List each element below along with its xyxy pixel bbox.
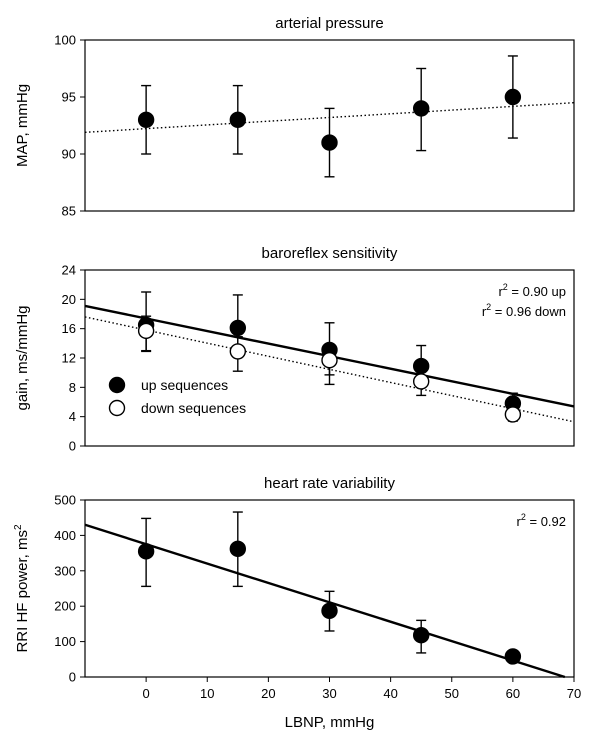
data-point <box>229 111 247 129</box>
data-point <box>137 111 155 129</box>
data-point-open <box>412 373 430 390</box>
y-tick-label: 0 <box>69 670 76 685</box>
panel-title: heart rate variability <box>264 475 395 492</box>
r-squared-annotation: r2 = 0.90 up <box>498 282 566 299</box>
r-squared-annotation: r2 = 0.96 down <box>482 302 566 319</box>
y-tick-label: 100 <box>54 33 76 48</box>
superscript: 2 <box>521 512 526 522</box>
trendline-dotted <box>84 316 575 423</box>
r-squared-annotation: r2 = 0.92 <box>517 512 566 529</box>
panel-2: baroreflex sensitivity 0 4 8 12 16 20 24 gain, m… <box>14 245 575 454</box>
x-tick-label: 70 <box>567 686 581 701</box>
y-axis-label-superscript: 2 <box>13 524 24 530</box>
x-tick-label: 50 <box>445 686 459 701</box>
y-tick-label: 24 <box>62 263 76 278</box>
x-axis-label: LBNP, mmHg <box>285 714 375 731</box>
y-tick-label: 400 <box>54 528 76 543</box>
data-point-open <box>504 406 522 423</box>
data-point <box>229 540 247 558</box>
legend-label: down sequences <box>141 400 246 416</box>
legend-marker <box>108 399 126 417</box>
y-tick-label: 200 <box>54 599 76 614</box>
data-point <box>412 627 430 644</box>
r-squared-value: = 0.92 <box>526 514 566 529</box>
y-tick-label: 500 <box>54 493 76 508</box>
y-tick-label: 100 <box>54 634 76 649</box>
panel-1: arterial pressure 85 90 95 100 MAP, mmHg <box>14 15 575 219</box>
trendline-solid <box>84 523 566 679</box>
y-tick-label: 12 <box>62 351 76 366</box>
y-axis-label: gain, ms/mmHg <box>14 305 31 410</box>
data-point <box>504 88 522 106</box>
data-point <box>412 100 430 117</box>
superscript: 2 <box>486 302 491 312</box>
y-axis-label: RRI HF power, ms2 <box>13 524 31 653</box>
x-tick-label: 20 <box>261 686 275 701</box>
y-tick-label: 85 <box>62 204 76 219</box>
y-tick-label: 0 <box>69 439 76 454</box>
r-squared-value: = 0.90 up <box>508 284 566 299</box>
panel-title: arterial pressure <box>275 15 383 32</box>
x-tick-label: 0 <box>143 686 150 701</box>
y-tick-label: 16 <box>62 321 76 336</box>
x-tick-label: 10 <box>200 686 214 701</box>
legend-marker <box>108 376 126 394</box>
x-tick-label: 60 <box>506 686 520 701</box>
panel-title: baroreflex sensitivity <box>262 245 398 262</box>
superscript: 2 <box>503 282 508 292</box>
data-point-open <box>229 343 247 360</box>
y-tick-label: 4 <box>69 409 76 424</box>
data-point-open <box>137 322 155 340</box>
y-tick-label: 95 <box>62 90 76 105</box>
y-tick-label: 20 <box>62 292 76 307</box>
data-point <box>321 134 338 151</box>
data-point <box>504 648 522 665</box>
data-point <box>321 602 338 620</box>
x-tick-label: 30 <box>322 686 336 701</box>
panel-3: heart rate variability 0 100 200 300 400 500 0 1… <box>13 475 581 731</box>
y-tick-label: 8 <box>69 380 76 395</box>
y-tick-label: 90 <box>62 147 76 162</box>
r-squared-value: = 0.96 down <box>491 304 566 319</box>
data-point <box>137 543 155 560</box>
data-point <box>229 319 247 337</box>
plot-frame <box>84 499 575 678</box>
y-axis-label: MAP, mmHg <box>14 84 31 167</box>
legend-label: up sequences <box>141 377 228 393</box>
plot-frame <box>84 39 575 212</box>
x-tick-label: 40 <box>383 686 397 701</box>
data-point-open <box>321 352 338 369</box>
y-tick-label: 300 <box>54 563 76 578</box>
